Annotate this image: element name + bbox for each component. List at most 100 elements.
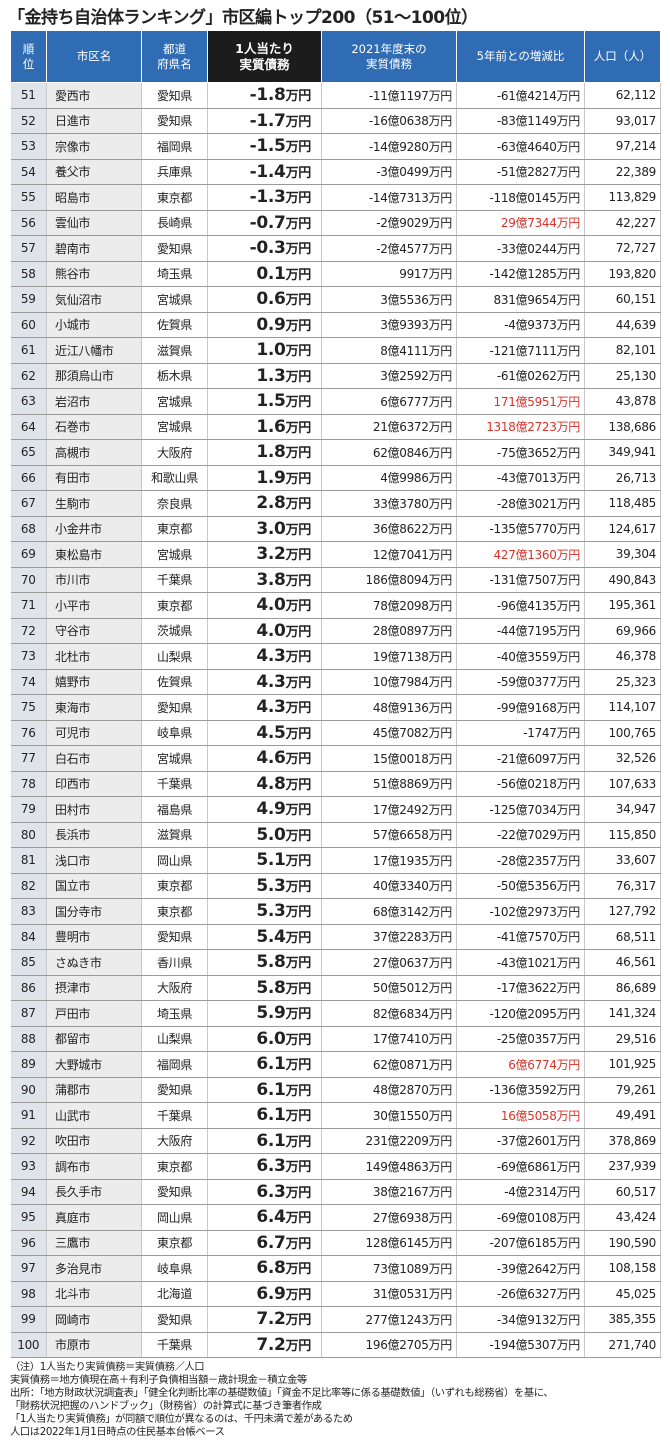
real-debt: 186億8094万円 (321, 567, 457, 593)
table-row: 67 生駒市 奈良県 2.8万円 33億3780万円 -28億3021万円 118,485 (10, 490, 661, 517)
change-5y: -96億4135万円 (456, 592, 585, 619)
table-row: 74 嬉野市 佐賀県 4.3万円 10億7984万円 -59億0377万円 25,323 (10, 669, 661, 695)
prefecture: 和歌山県 (141, 465, 208, 491)
population: 108,158 (584, 1255, 661, 1282)
population: 349,941 (584, 439, 661, 466)
ranking-table: 順 位市区名 都道 府県名 1人当たり 実質債務 2021年度末の 実質債務 5年前との… (10, 30, 661, 1358)
population: 107,633 (584, 771, 661, 797)
table-row: 82 国立市 東京都 5.3万円 40億3340万円 -50億5356万円 76,317 (10, 873, 661, 899)
change-5y: -22億7029万円 (456, 822, 585, 848)
rank: 72 (10, 618, 47, 644)
city-name: 印西市 (46, 771, 142, 797)
population: 46,378 (584, 643, 661, 670)
debt-per-capita: 1.0万円 (207, 337, 322, 364)
real-debt: 37億2283万円 (321, 924, 457, 950)
real-debt: 3億5536万円 (321, 286, 457, 313)
real-debt: 12億7041万円 (321, 541, 457, 568)
table-row: 80 長浜市 滋賀県 5.0万円 57億6658万円 -22億7029万円 115,850 (10, 822, 661, 848)
real-debt: 48億9136万円 (321, 694, 457, 721)
rank: 96 (10, 1230, 47, 1256)
city-name: 大野城市 (46, 1051, 142, 1078)
population: 190,590 (584, 1230, 661, 1256)
population: 60,517 (584, 1179, 661, 1205)
rank: 51 (10, 82, 47, 109)
population: 42,227 (584, 210, 661, 236)
column-header: 2021年度末の 実質債務 (321, 30, 457, 83)
change-5y: 171億5951万円 (456, 388, 585, 415)
prefecture: 岐阜県 (141, 720, 208, 746)
table-row: 76 可児市 岐阜県 4.5万円 45億7082万円 -1747万円 100,765 (10, 720, 661, 746)
population: 43,424 (584, 1204, 661, 1231)
prefecture: 滋賀県 (141, 822, 208, 848)
prefecture: 埼玉県 (141, 1000, 208, 1027)
real-debt: 196億2705万円 (321, 1332, 457, 1358)
change-5y: -39億2642万円 (456, 1255, 585, 1282)
real-debt: -16億0638万円 (321, 108, 457, 134)
note-line: （注）1人当たり実質債務＝実質債務／人口 (10, 1361, 205, 1373)
population: 62,112 (584, 82, 661, 109)
change-5y: -28億2357万円 (456, 847, 585, 874)
city-name: 碧南市 (46, 235, 142, 262)
real-debt: 128億6145万円 (321, 1230, 457, 1256)
city-name: 豊明市 (46, 924, 142, 950)
prefecture: 愛知県 (141, 1306, 208, 1333)
table-row: 85 さぬき市 香川県 5.8万円 27億0637万円 -43億1021万円 46,561 (10, 949, 661, 976)
population: 72,727 (584, 235, 661, 262)
change-5y: -1747万円 (456, 720, 585, 746)
rank: 73 (10, 643, 47, 670)
rank: 68 (10, 516, 47, 542)
city-name: 長久手市 (46, 1179, 142, 1205)
prefecture: 滋賀県 (141, 337, 208, 364)
debt-per-capita: 6.1万円 (207, 1077, 322, 1103)
debt-per-capita: 4.3万円 (207, 643, 322, 670)
rank: 90 (10, 1077, 47, 1103)
debt-per-capita: 5.8万円 (207, 975, 322, 1001)
change-5y: -43億1021万円 (456, 949, 585, 976)
city-name: 日進市 (46, 108, 142, 134)
prefecture: 山梨県 (141, 643, 208, 670)
real-debt: -2億4577万円 (321, 235, 457, 262)
prefecture: 福岡県 (141, 1051, 208, 1078)
change-5y: 427億1360万円 (456, 541, 585, 568)
table-row: 98 北斗市 北海道 6.9万円 31億0531万円 -26億6327万円 45,025 (10, 1281, 661, 1307)
debt-per-capita: 4.3万円 (207, 669, 322, 695)
debt-per-capita: 5.3万円 (207, 898, 322, 925)
change-5y: -99億9168万円 (456, 694, 585, 721)
table-row: 66 有田市 和歌山県 1.9万円 4億9986万円 -43億7013万円 26,713 (10, 465, 661, 491)
prefecture: 千葉県 (141, 567, 208, 593)
table-row: 61 近江八幡市 滋賀県 1.0万円 8億4111万円 -121億7111万円 82,101 (10, 337, 661, 364)
change-5y: -63億4640万円 (456, 133, 585, 160)
prefecture: 奈良県 (141, 490, 208, 517)
real-debt: 10億7984万円 (321, 669, 457, 695)
city-name: 小金井市 (46, 516, 142, 542)
table-row: 56 雲仙市 長崎県 -0.7万円 -2億9029万円 29億7344万円 42,227 (10, 210, 661, 236)
change-5y: -28億3021万円 (456, 490, 585, 517)
rank: 59 (10, 286, 47, 313)
city-name: 蒲郡市 (46, 1077, 142, 1103)
debt-per-capita: -1.3万円 (207, 184, 322, 211)
change-5y: -4億2314万円 (456, 1179, 585, 1205)
table-row: 73 北杜市 山梨県 4.3万円 19億7138万円 -40億3559万円 46,378 (10, 643, 661, 670)
debt-per-capita: 6.1万円 (207, 1102, 322, 1129)
population: 22,389 (584, 159, 661, 185)
population: 138,686 (584, 414, 661, 440)
debt-per-capita: 7.2万円 (207, 1332, 322, 1358)
debt-per-capita: 7.2万円 (207, 1306, 322, 1333)
debt-per-capita: 4.3万円 (207, 694, 322, 721)
debt-per-capita: 2.8万円 (207, 490, 322, 517)
change-5y: -69億0108万円 (456, 1204, 585, 1231)
table-row: 96 三鷹市 東京都 6.7万円 128億6145万円 -207億6185万円 190,59… (10, 1230, 661, 1256)
real-debt: 73億1089万円 (321, 1255, 457, 1282)
real-debt: -14億7313万円 (321, 184, 457, 211)
rank: 78 (10, 771, 47, 797)
change-5y: -34億9132万円 (456, 1306, 585, 1333)
real-debt: 62億0871万円 (321, 1051, 457, 1078)
rank: 85 (10, 949, 47, 976)
city-name: 可児市 (46, 720, 142, 746)
city-name: さぬき市 (46, 949, 142, 976)
real-debt: 17億7410万円 (321, 1026, 457, 1052)
table-row: 99 岡崎市 愛知県 7.2万円 277億1243万円 -34億9132万円 385,355 (10, 1306, 661, 1333)
prefecture: 山梨県 (141, 1026, 208, 1052)
population: 25,323 (584, 669, 661, 695)
table-row: 55 昭島市 東京都 -1.3万円 -14億7313万円 -118億0145万円 113,8… (10, 184, 661, 211)
